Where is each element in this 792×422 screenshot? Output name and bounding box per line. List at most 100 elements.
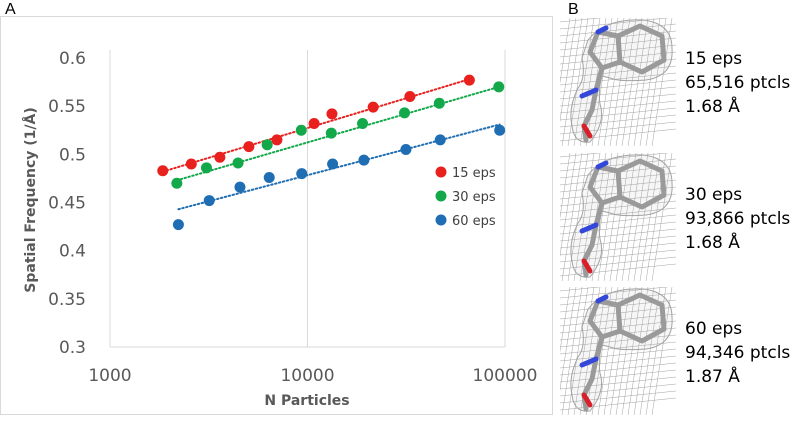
y-tick-label: 0.55 (48, 97, 86, 117)
y-tick-label: 0.3 (59, 338, 86, 358)
molecule-model (549, 278, 677, 416)
mesh-line (559, 362, 677, 376)
data-point-series-0 (185, 158, 197, 170)
tryptophan-density-2 (549, 144, 677, 282)
mesh-line (609, 152, 631, 282)
scatter-chart: 0.3 0.35 0.4 0.45 0.5 0.55 0.6 1000 10000 100000… (0, 16, 553, 415)
stick-bonds (579, 158, 667, 278)
data-point-series-0 (214, 151, 226, 163)
tryptophan-density-1 (549, 9, 677, 147)
structure-2-eps: 30 eps (685, 185, 743, 205)
data-point-series-2 (263, 171, 275, 183)
mesh-line (559, 128, 677, 142)
data-point-series-1 (232, 157, 244, 169)
structure-caption-1: 15 eps 65,516 ptcls 1.68 Å (685, 47, 790, 119)
data-point-series-0 (243, 141, 255, 153)
mesh-line (559, 376, 677, 390)
mesh-line (621, 152, 643, 282)
x-tick-label: 10000 (280, 366, 334, 386)
amine-nitrogen (579, 87, 599, 99)
panel-label-a: A (5, 1, 16, 18)
mesh-line (559, 86, 677, 100)
mesh-line (627, 17, 649, 147)
data-point-series-0 (463, 74, 475, 86)
mesh-line (559, 390, 677, 404)
mesh-line (633, 152, 655, 282)
mesh-line (639, 152, 661, 282)
mesh-line (555, 152, 577, 282)
density-outline (570, 288, 673, 412)
mesh-line (561, 286, 583, 416)
structure-caption-2: 30 eps 93,866 ptcls 1.68 Å (685, 183, 790, 255)
data-point-series-2 (358, 154, 370, 166)
structure-2-particles: 93,866 ptcls (685, 209, 791, 229)
legend-marker (435, 190, 447, 202)
data-point-series-0 (367, 101, 379, 113)
mesh-line (559, 397, 677, 411)
panel-label-b: B (568, 1, 579, 18)
mesh-line (633, 286, 655, 416)
structure-image-3 (549, 278, 680, 422)
mesh-line (559, 221, 677, 235)
legend-label: 30 eps (452, 190, 496, 205)
mesh-line (559, 292, 677, 306)
data-point-series-2 (327, 158, 339, 170)
stick-bonds (579, 292, 667, 412)
mesh-line (559, 151, 677, 165)
data-point-series-1 (433, 97, 445, 109)
structure-3-particles: 94,346 ptcls (685, 343, 791, 363)
mesh-line (561, 152, 583, 282)
carboxyl-oxygen (581, 123, 593, 139)
y-tick-label: 0.35 (48, 290, 86, 310)
data-point-series-1 (171, 177, 183, 189)
y-axis-ticks: 0.3 0.35 0.4 0.45 0.5 0.55 0.6 (48, 49, 86, 358)
data-point-series-1 (261, 139, 273, 151)
x-tick-label: 100000 (473, 366, 538, 386)
data-point-series-2 (296, 168, 308, 180)
mesh-line (555, 286, 577, 416)
mesh-line (651, 152, 673, 282)
structure-1-resolution: 1.68 Å (685, 97, 740, 117)
mesh-line (573, 17, 595, 147)
data-point-series-1 (493, 81, 505, 93)
chart-grid (109, 50, 506, 348)
structure-image-1 (549, 9, 680, 153)
x-tick-label: 1000 (88, 366, 131, 386)
data-point-series-0 (157, 165, 169, 177)
mesh-line (559, 285, 677, 299)
mesh-line (555, 17, 577, 147)
structure-3-resolution: 1.87 Å (685, 367, 740, 387)
y-tick-label: 0.6 (59, 49, 86, 69)
mesh-line (559, 355, 677, 369)
mesh-line (559, 23, 677, 37)
molecule-model (549, 9, 677, 147)
carboxyl-oxygen (581, 258, 593, 274)
chart-legend: 15 eps 30 eps 60 eps (435, 166, 496, 229)
mesh-line (559, 100, 677, 114)
x-axis-ticks: 1000 10000 100000 (88, 366, 537, 386)
structure-1-eps: 15 eps (685, 49, 743, 69)
data-point-series-2 (172, 219, 184, 231)
mesh-line (559, 369, 677, 383)
data-point-series-2 (494, 124, 506, 136)
density-outline (570, 19, 673, 143)
structure-image-2 (549, 144, 680, 288)
amine-nitrogen (579, 356, 599, 368)
mesh-line (573, 286, 595, 416)
data-point-series-1 (200, 162, 212, 174)
mesh-line (609, 17, 631, 147)
x-axis-title: N Particles (264, 393, 349, 409)
structure-1-particles: 65,516 ptcls (685, 73, 791, 93)
mesh-line (559, 214, 677, 228)
mesh-line (561, 17, 583, 147)
trendline-2 (177, 123, 501, 211)
mesh-line (559, 341, 677, 355)
mesh-line (597, 17, 619, 147)
pyrrole-ring (587, 29, 623, 71)
mesh-line (615, 152, 637, 282)
mesh-line (559, 72, 677, 86)
y-axis-title: Spatial Frequency (1/Å) (22, 107, 39, 292)
mesh-line (591, 286, 613, 416)
mesh-line (651, 286, 673, 416)
amine-nitrogen (579, 222, 599, 234)
